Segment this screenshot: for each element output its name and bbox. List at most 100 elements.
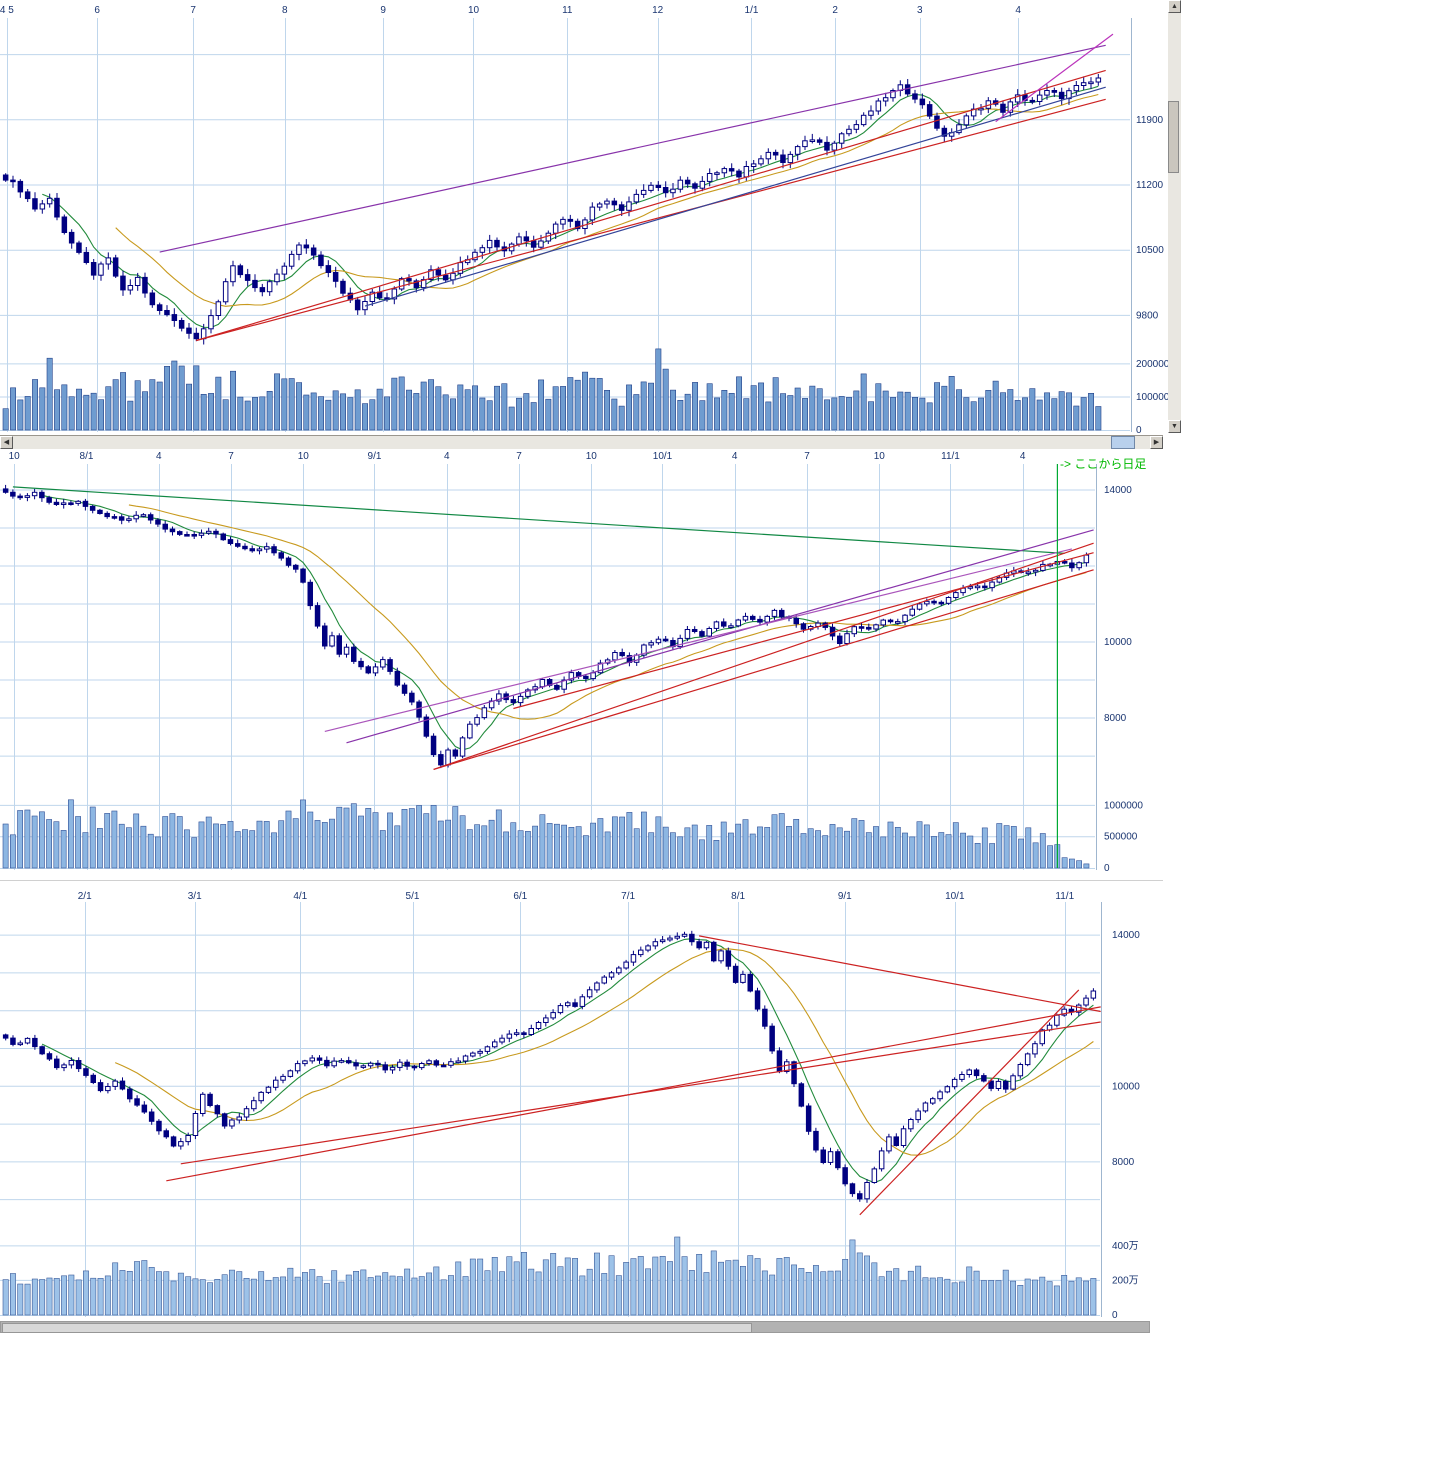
- volume-tick-label: 500000: [1104, 832, 1138, 843]
- volume-series: [2, 1236, 1097, 1316]
- top-weekly-chart-canvas: 4 5 6 7 8 9 10 11 12 1/1 2 3 4 11900 11200 10500 9800 20…: [0, 5, 1170, 436]
- scroll-down-button[interactable]: ▼: [1168, 420, 1181, 433]
- x-tick-label: 9/1: [368, 451, 382, 462]
- horizontal-scrollbar-thumb[interactable]: [1111, 436, 1135, 449]
- chart-window-bottom: 2/1 3/1 4/1 5/1 6/1 7/1 8/1 9/1 10/1 11/1 14000 100…: [0, 890, 1168, 1335]
- scroll-left-button[interactable]: ◀: [0, 436, 13, 449]
- price-tick-label: 14000: [1112, 930, 1140, 941]
- x-tick-label: 7/1: [621, 891, 635, 902]
- volume-series: [2, 799, 1090, 869]
- price-tick-label: 10000: [1112, 1081, 1140, 1092]
- price-tick-label: 11900: [1136, 115, 1164, 126]
- x-tick-label: 4: [156, 451, 162, 462]
- x-tick-label: 3: [917, 5, 923, 16]
- x-tick-label: 12: [652, 5, 664, 16]
- x-tick-label: 10/1: [945, 891, 965, 902]
- vertical-scrollbar[interactable]: ▲ ▼: [1168, 0, 1181, 433]
- x-tick-label: 8: [282, 5, 288, 16]
- horizontal-scrollbar-track[interactable]: [13, 436, 1150, 449]
- ma-line-fast: [41, 938, 1094, 1184]
- ma-line-slow: [128, 504, 1087, 720]
- daily-from-here-annotation: -> ここから日足: [1060, 457, 1147, 471]
- ma-line-slow: [114, 948, 1094, 1156]
- ma-line-slow: [115, 93, 1099, 307]
- axis-labels: 2/1 3/1 4/1 5/1 6/1 7/1 8/1 9/1 10/1 11/1 14000 100…: [78, 891, 1140, 1321]
- x-tick-label: 10: [586, 451, 598, 462]
- x-tick-label: 4: [1020, 451, 1026, 462]
- x-tick-label: 11: [562, 5, 573, 16]
- price-tick-label: 8000: [1104, 713, 1127, 724]
- volume-tick-label: 1000000: [1104, 800, 1143, 811]
- x-tick-label: 10: [874, 451, 886, 462]
- chart-window-top: 4 5 6 7 8 9 10 11 12 1/1 2 3 4 11900 11200 10500 9800 20…: [0, 0, 1186, 449]
- trend-line: [12, 486, 1065, 554]
- x-tick-label: 2/1: [78, 891, 92, 902]
- ma-line-fast: [42, 85, 1099, 329]
- volume-tick-label: 100000: [1136, 392, 1170, 403]
- x-tick-label: 7: [190, 5, 196, 16]
- vertical-scrollbar-thumb[interactable]: [1168, 101, 1179, 173]
- horizontal-scrollbar[interactable]: ◀ ▶: [0, 435, 1163, 449]
- x-tick-label: 7: [516, 451, 522, 462]
- x-tick-label: 2: [832, 5, 838, 16]
- scroll-right-button[interactable]: ▶: [1150, 436, 1163, 449]
- middle-chart-canvas: 10 8/1 4 7 10 9/1 4 7 10 10/1 4 7 10 11/1 4 14000 10000 8…: [0, 451, 1144, 874]
- trend-line: [859, 989, 1080, 1216]
- volume-series: [2, 348, 1102, 431]
- candlestick-series: [2, 74, 1102, 345]
- left-arrow-icon: ◀: [3, 439, 10, 446]
- x-tick-label: 1/1: [745, 5, 759, 16]
- trend-line: [196, 98, 1106, 342]
- bottom-daily-chart-canvas: 2/1 3/1 4/1 5/1 6/1 7/1 8/1 9/1 10/1 11/1 14000 100…: [0, 891, 1140, 1321]
- axis-labels: 4 5 6 7 8 9 10 11 12 1/1 2 3 4 11900 11200 10500 9800 20…: [0, 5, 1170, 436]
- middle-chart-area: 10 8/1 4 7 10 9/1 4 7 10 10/1 4 7 10 11/1 4 14000 10000 8…: [0, 450, 1163, 885]
- axis-labels: 10 8/1 4 7 10 9/1 4 7 10 10/1 4 7 10 11/1 4 14000 10000 8…: [9, 451, 1144, 874]
- trend-line: [433, 542, 1094, 770]
- trend-line: [324, 548, 1073, 732]
- trend-line: [180, 1021, 1101, 1165]
- x-tick-label: 7: [804, 451, 810, 462]
- price-tick-label: 10500: [1136, 245, 1164, 256]
- scroll-up-button[interactable]: ▲: [1168, 0, 1181, 13]
- vertical-scrollbar-track[interactable]: [1168, 13, 1181, 420]
- x-tick-label: 6: [94, 5, 100, 16]
- grid: [0, 902, 1100, 1317]
- x-tick-label: 4: [1015, 5, 1021, 16]
- x-tick-label: 10: [298, 451, 310, 462]
- x-tick-label: 10: [468, 5, 480, 16]
- trend-line: [698, 935, 1101, 1013]
- right-arrow-icon: ▶: [1153, 439, 1160, 446]
- trend-line: [346, 529, 1094, 744]
- volume-tick-label: 400万: [1112, 1241, 1139, 1252]
- x-tick-label: 3/1: [188, 891, 202, 902]
- bottom-chart-area: 2/1 3/1 4/1 5/1 6/1 7/1 8/1 9/1 10/1 11/1 14000 100…: [0, 890, 1168, 1340]
- x-tick-label: 9/1: [838, 891, 852, 902]
- trend-line: [513, 552, 1094, 710]
- trend-line: [364, 86, 1106, 307]
- trend-line: [433, 569, 1094, 770]
- trend-line: [995, 33, 1114, 123]
- x-tick-label: 11/1: [941, 451, 960, 462]
- x-tick-label: 6/1: [513, 891, 527, 902]
- volume-tick-label: 200000: [1136, 359, 1170, 370]
- down-arrow-icon: ▼: [1171, 423, 1178, 430]
- candlestick-series: [2, 484, 1090, 769]
- bottom-scrollbar[interactable]: [0, 1321, 1150, 1333]
- price-tick-label: 8000: [1112, 1157, 1135, 1168]
- x-tick-label: 10/1: [653, 451, 673, 462]
- volume-tick-label: 0: [1112, 1310, 1118, 1321]
- price-tick-label: 14000: [1104, 485, 1132, 496]
- x-tick-label: 11/1: [1055, 891, 1074, 902]
- x-tick-label: 8/1: [731, 891, 745, 902]
- bottom-scrollbar-thumb[interactable]: [2, 1323, 752, 1333]
- price-tick-label: 9800: [1136, 310, 1159, 321]
- x-tick-label: 4 5: [0, 5, 14, 16]
- x-tick-label: 4: [732, 451, 738, 462]
- x-tick-label: 5/1: [406, 891, 420, 902]
- candlestick-series: [2, 930, 1097, 1203]
- x-tick-label: 9: [380, 5, 386, 16]
- volume-tick-label: 0: [1104, 863, 1110, 874]
- up-arrow-icon: ▲: [1171, 3, 1178, 10]
- x-tick-label: 7: [228, 451, 234, 462]
- x-tick-label: 8/1: [80, 451, 94, 462]
